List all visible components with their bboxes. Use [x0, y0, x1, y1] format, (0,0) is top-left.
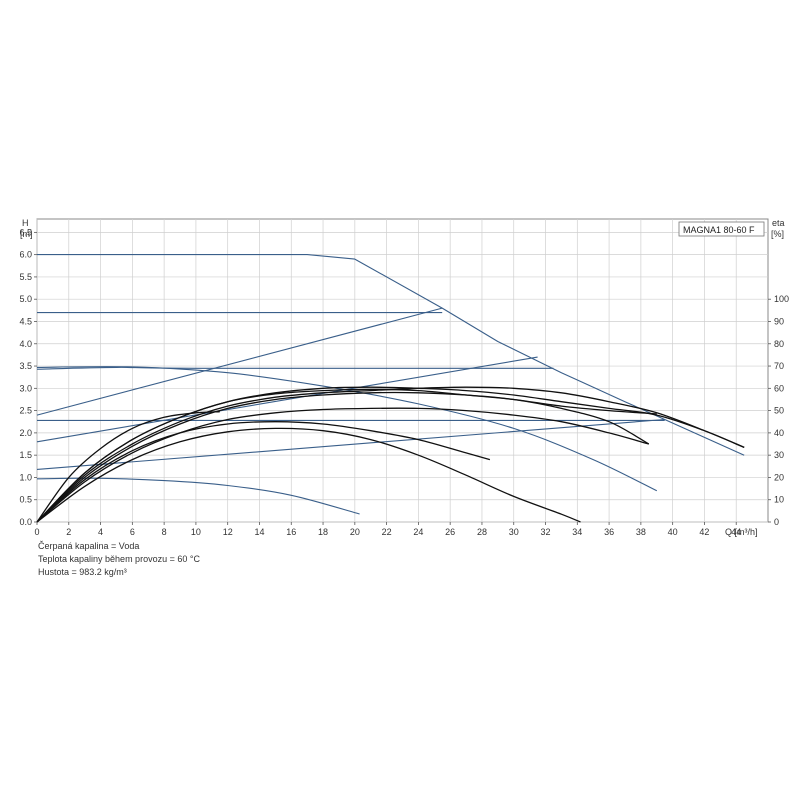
x-tick-label: 38	[636, 527, 646, 537]
y-left-tick-label: 1.0	[19, 472, 32, 482]
x-tick-label: 6	[130, 527, 135, 537]
y-right-tick-label: 80	[774, 339, 784, 349]
y-right-ticks: 0 10 20 30 40 50 60 70 80 90 100	[768, 294, 789, 527]
y-left-tick-label: 2.0	[19, 428, 32, 438]
fluid-notes: Čerpaná kapalina = Voda Teplota kapaliny…	[38, 540, 200, 579]
x-tick-label: 30	[509, 527, 519, 537]
y-left-tick-label: 2.5	[19, 406, 32, 416]
x-axis-ticks: 0 2 4 6 8 10 12 14 16 18 20 22 24 26 28 30 32 34 36 38 40 42 4…	[34, 522, 741, 537]
x-tick-label: 26	[445, 527, 455, 537]
y-left-tick-label: 1.5	[19, 450, 32, 460]
y-right-tick-label: 60	[774, 383, 784, 393]
x-tick-label: 4	[98, 527, 103, 537]
efficiency-curve	[36, 391, 650, 523]
system-curve	[36, 418, 665, 470]
x-tick-label: 22	[382, 527, 392, 537]
x-axis-label: Q [m³/h]	[725, 527, 758, 537]
x-tick-label: 24	[413, 527, 423, 537]
efficiency-curve	[36, 407, 649, 523]
x-tick-label: 8	[162, 527, 167, 537]
x-tick-label: 16	[286, 527, 296, 537]
y-right-tick-label: 20	[774, 472, 784, 482]
y-right-tick-label: 70	[774, 361, 784, 371]
x-tick-label: 40	[668, 527, 678, 537]
x-tick-label: 34	[572, 527, 582, 537]
note-temperature: Teplota kapaliny během provozu = 60 °C	[38, 554, 200, 564]
y-right-unit: [%]	[771, 229, 784, 239]
x-tick-label: 28	[477, 527, 487, 537]
x-tick-label: 42	[699, 527, 709, 537]
y-right-tick-label: 50	[774, 406, 784, 416]
y-left-tick-label: 6.0	[19, 250, 32, 260]
series-group	[36, 254, 745, 523]
y-left-tick-label: 6.5	[19, 227, 32, 237]
y-right-tick-label: 0	[774, 517, 779, 527]
system-curve	[36, 307, 443, 416]
system-curve	[36, 356, 538, 443]
y-left-ticks: 0.0 0.5 1.0 1.5 2.0 2.5 3.0 3.5 4.0 4.5 5.0 5.5 6.0 6…	[19, 227, 37, 527]
efficiency-curve	[36, 421, 491, 523]
y-left-tick-label: 5.0	[19, 294, 32, 304]
y-right-name: eta	[772, 218, 785, 228]
x-tick-label: 44	[731, 527, 741, 537]
y-right-tick-label: 10	[774, 495, 784, 505]
note-fluid: Čerpaná kapalina = Voda	[38, 541, 140, 551]
y-left-tick-label: 0.5	[19, 495, 32, 505]
efficiency-curve	[36, 388, 657, 523]
chart-title: MAGNA1 80-60 F	[683, 225, 755, 235]
y-left-tick-label: 4.5	[19, 316, 32, 326]
y-right-tick-label: 90	[774, 316, 784, 326]
y-left-name: H	[22, 218, 29, 228]
efficiency-curve	[36, 427, 581, 523]
x-tick-label: 0	[34, 527, 39, 537]
x-tick-label: 18	[318, 527, 328, 537]
y-right-tick-label: 30	[774, 450, 784, 460]
x-tick-label: 12	[223, 527, 233, 537]
plot-area	[36, 218, 769, 523]
y-left-tick-label: 3.5	[19, 361, 32, 371]
x-tick-label: 32	[541, 527, 551, 537]
y-left-tick-label: 0.0	[19, 517, 32, 527]
x-tick-label: 2	[66, 527, 71, 537]
x-tick-label: 10	[191, 527, 201, 537]
x-tick-label: 20	[350, 527, 360, 537]
y-left-tick-label: 5.5	[19, 272, 32, 282]
chart-title-box	[678, 221, 765, 237]
head-curve	[36, 366, 554, 370]
efficiency-curve	[36, 411, 220, 523]
x-tick-label: 14	[254, 527, 264, 537]
y-right-tick-label: 40	[774, 428, 784, 438]
x-tick-label: 36	[604, 527, 614, 537]
y-left-tick-label: 3.0	[19, 383, 32, 393]
note-density: Hustota = 983.2 kg/m³	[38, 567, 127, 577]
y-left-tick-label: 4.0	[19, 339, 32, 349]
y-right-tick-label: 100	[774, 294, 789, 304]
y-left-unit: [m]	[20, 229, 33, 239]
efficiency-curve	[36, 386, 745, 523]
